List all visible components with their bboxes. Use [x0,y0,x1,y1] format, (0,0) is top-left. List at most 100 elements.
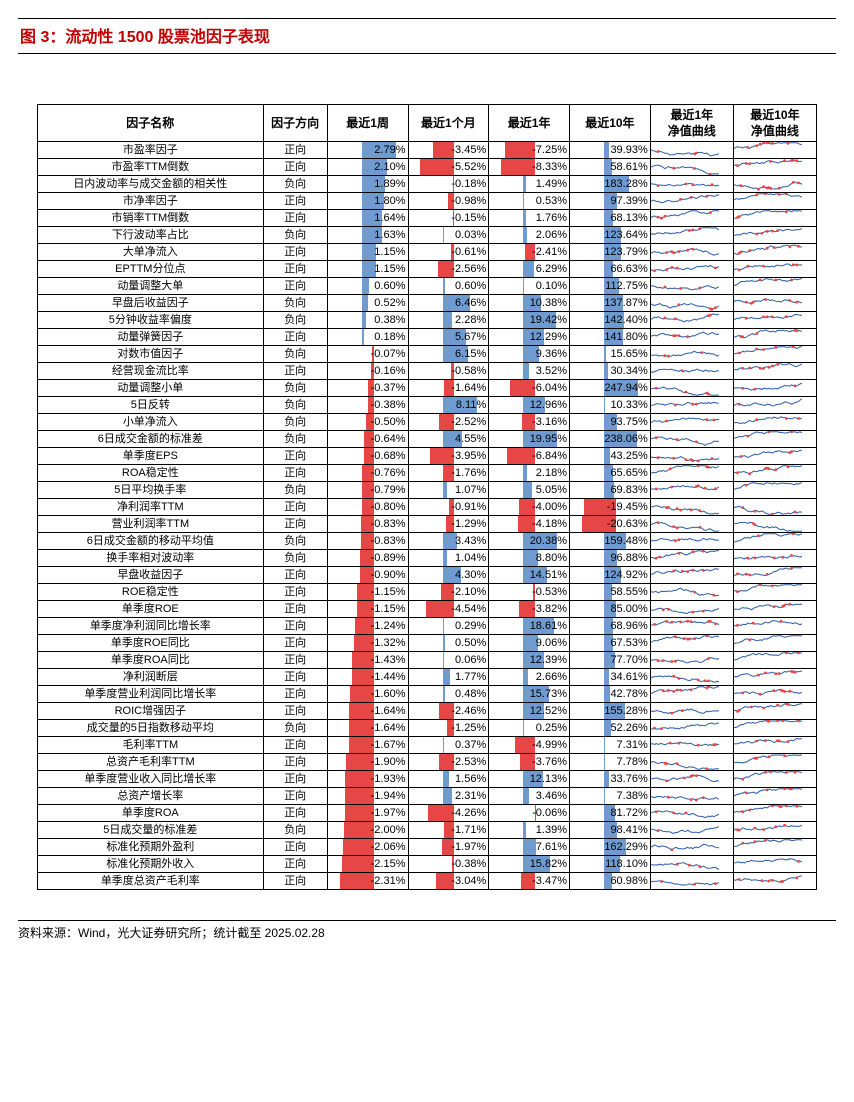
sparkline-10y [733,618,816,635]
value-label: 15.65% [570,346,650,362]
factor-direction: 正向 [263,754,327,771]
factor-name: 动量调整大单 [38,278,264,295]
value-label: 65.65% [570,465,650,481]
table-row: 5日成交量的标准差负向-2.00%-1.71%1.39%98.41% [38,822,817,839]
column-header: 最近1年 [489,105,570,142]
value-label: -6.04% [489,380,569,396]
value-label: 5.67% [409,329,489,345]
value-cell: -0.16% [327,363,408,380]
value-label: 2.28% [409,312,489,328]
value-cell: -1.90% [327,754,408,771]
value-label: 42.78% [570,686,650,702]
value-cell: -2.46% [408,703,489,720]
value-label: -0.07% [328,346,408,362]
table-row: 6日成交金额的标准差负向-0.64%4.55%19.95%238.06% [38,431,817,448]
sparkline-10y [733,822,816,839]
value-label: 96.88% [570,550,650,566]
sparkline-10y [733,873,816,890]
value-cell: 67.53% [570,635,651,652]
value-label: -1.15% [328,584,408,600]
factor-name: EPTTM分位点 [38,261,264,278]
value-label: 123.79% [570,244,650,260]
value-cell: 0.60% [327,278,408,295]
value-cell: 0.18% [327,329,408,346]
value-cell: -0.58% [408,363,489,380]
value-label: 0.38% [328,312,408,328]
value-label: -1.32% [328,635,408,651]
value-label: 0.06% [409,652,489,668]
sparkline-10y [733,567,816,584]
value-label: -2.10% [409,584,489,600]
value-cell: -0.68% [327,448,408,465]
factor-direction: 正向 [263,261,327,278]
value-cell: 10.38% [489,295,570,312]
sparkline-1y [650,856,733,873]
factor-name: 净利润率TTM [38,499,264,516]
value-label: -1.67% [328,737,408,753]
table-row: 市盈率因子正向2.79%-3.45%-7.25%39.93% [38,142,817,159]
value-label: -0.15% [409,210,489,226]
value-cell: 3.52% [489,363,570,380]
sparkline-10y [733,669,816,686]
value-cell: 0.03% [408,227,489,244]
value-label: 0.03% [409,227,489,243]
value-label: -2.52% [409,414,489,430]
column-header: 最近10年净值曲线 [733,105,816,142]
sparkline-1y [650,533,733,550]
value-label: 85.00% [570,601,650,617]
value-label: -1.71% [409,822,489,838]
factor-name: 5日成交量的标准差 [38,822,264,839]
value-cell: -6.84% [489,448,570,465]
value-cell: -0.80% [327,499,408,516]
value-cell: 247.94% [570,380,651,397]
sparkline-10y [733,703,816,720]
factor-direction: 正向 [263,584,327,601]
value-label: -0.90% [328,567,408,583]
value-cell: -3.82% [489,601,570,618]
value-cell: 8.80% [489,550,570,567]
value-cell: 12.52% [489,703,570,720]
factor-direction: 正向 [263,278,327,295]
value-label: -3.82% [489,601,569,617]
value-cell: 7.61% [489,839,570,856]
value-label: -2.56% [409,261,489,277]
sparkline-10y [733,159,816,176]
value-label: 1.15% [328,261,408,277]
value-label: 58.61% [570,159,650,175]
value-cell: -2.15% [327,856,408,873]
value-label: 0.10% [489,278,569,294]
sparkline-1y [650,346,733,363]
factor-direction: 正向 [263,805,327,822]
table-row: 毛利率TTM正向-1.67%0.37%-4.99%7.31% [38,737,817,754]
value-label: -0.50% [328,414,408,430]
value-cell: -3.95% [408,448,489,465]
value-label: 66.63% [570,261,650,277]
value-cell: 68.13% [570,210,651,227]
value-cell: -0.38% [408,856,489,873]
value-label: -0.38% [409,856,489,872]
value-cell: -1.32% [327,635,408,652]
value-label: 67.53% [570,635,650,651]
value-cell: -0.83% [327,516,408,533]
factor-name: ROA稳定性 [38,465,264,482]
value-cell: 77.70% [570,652,651,669]
value-label: 12.29% [489,329,569,345]
value-cell: -0.90% [327,567,408,584]
sparkline-1y [650,448,733,465]
table-row: 动量调整大单正向0.60%0.60%0.10%112.75% [38,278,817,295]
factor-name: 市盈率TTM倒数 [38,159,264,176]
sparkline-1y [650,295,733,312]
value-label: 247.94% [570,380,650,396]
sparkline-1y [650,737,733,754]
value-label: 1.39% [489,822,569,838]
value-cell: 0.29% [408,618,489,635]
value-cell: -1.94% [327,788,408,805]
factor-name: 营业利润率TTM [38,516,264,533]
value-label: -1.64% [328,703,408,719]
value-label: -1.44% [328,669,408,685]
value-cell: -3.16% [489,414,570,431]
value-label: 34.61% [570,669,650,685]
value-cell: -1.43% [327,652,408,669]
table-row: 换手率相对波动率负向-0.89%1.04%8.80%96.88% [38,550,817,567]
value-cell: 14.51% [489,567,570,584]
